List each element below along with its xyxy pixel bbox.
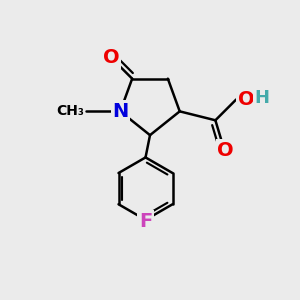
Text: O: O: [238, 90, 254, 109]
Text: O: O: [218, 140, 234, 160]
Text: N: N: [112, 102, 128, 121]
Text: F: F: [139, 212, 152, 231]
Text: CH₃: CH₃: [57, 104, 85, 118]
Text: O: O: [103, 48, 120, 68]
Text: H: H: [254, 89, 269, 107]
